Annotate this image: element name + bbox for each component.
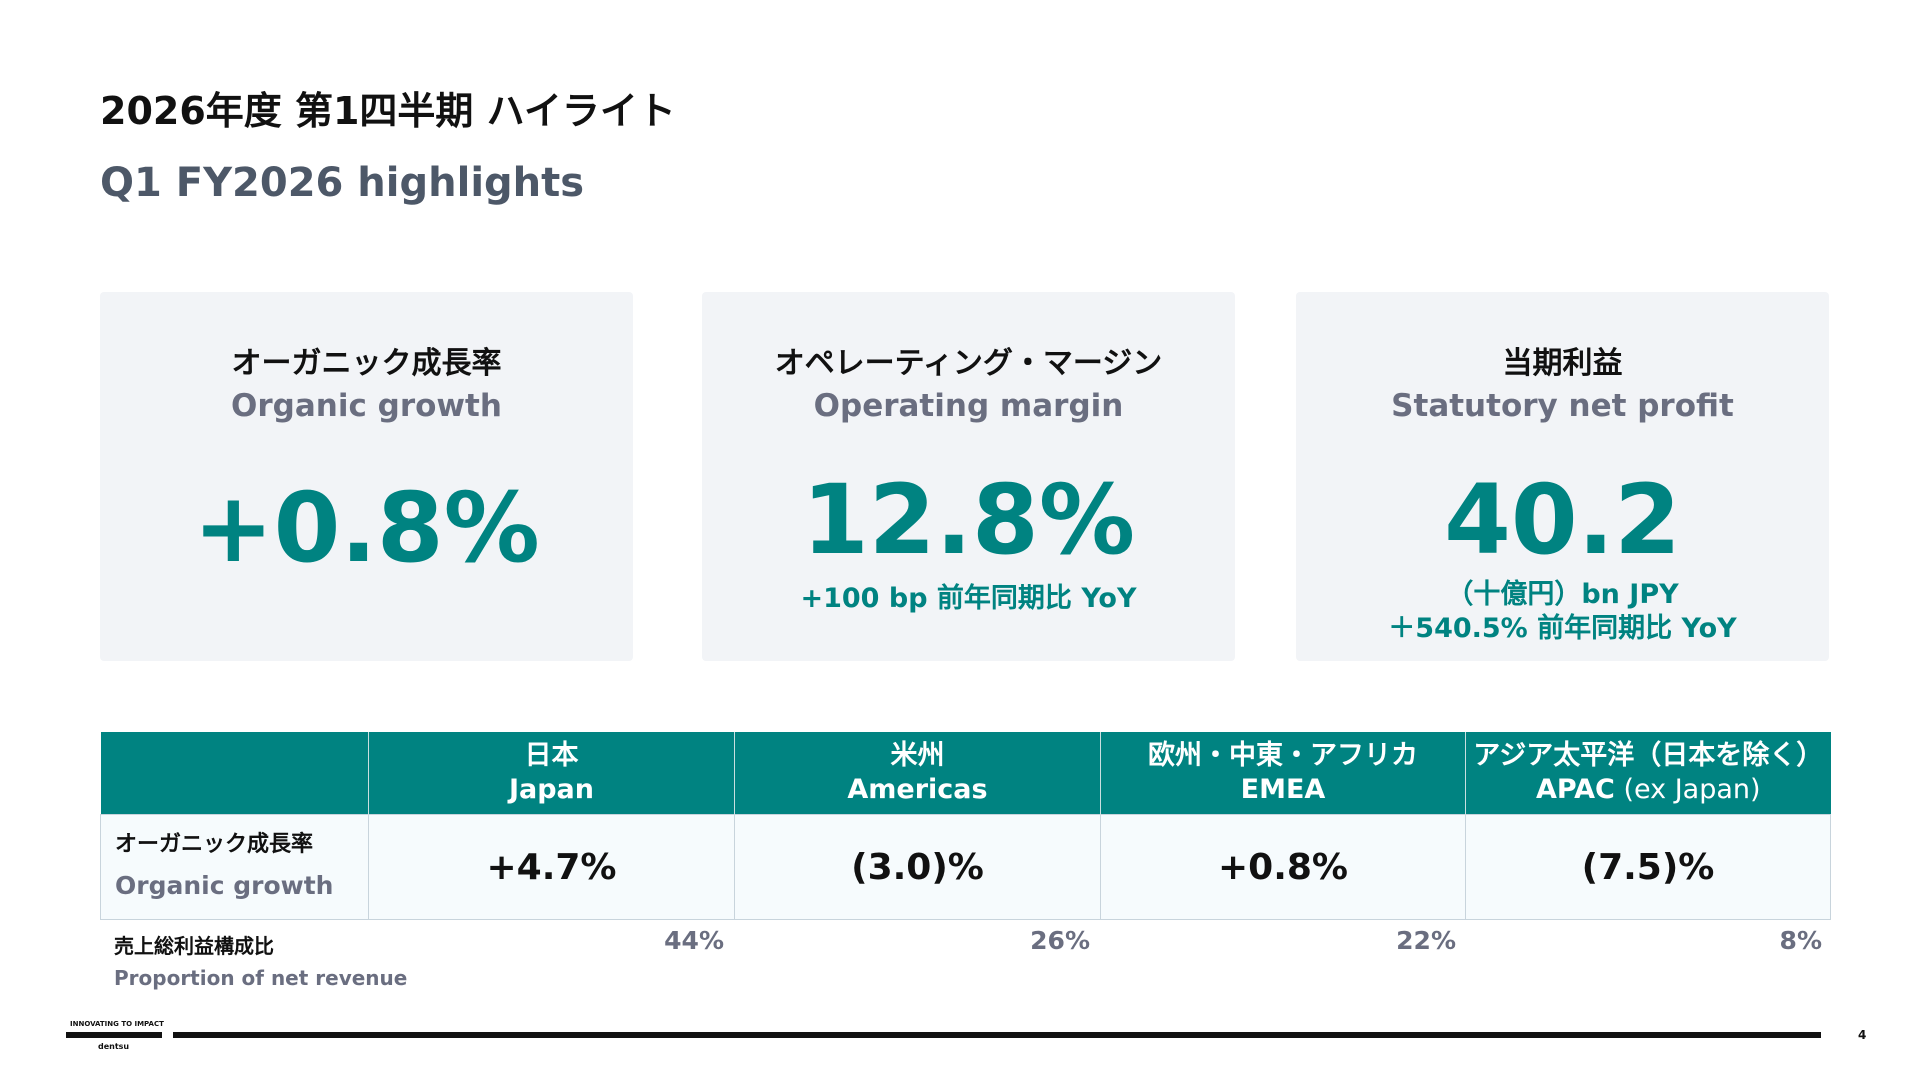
kpi-label-jp: 当期利益 [1502, 346, 1623, 381]
kpi-label-jp: オペレーティング・マージン [774, 346, 1163, 381]
brand-logo: dentsu [98, 1042, 130, 1051]
cell-emea-growth: +0.8% [1100, 814, 1466, 920]
kpi-label-en: Statutory net profit [1391, 388, 1734, 424]
header-en: EMEA [1240, 774, 1326, 805]
table-header-row: 日本 Japan 米州 Americas 欧州・中東・アフリカ EMEA アジア… [100, 732, 1831, 815]
header-en: Americas [847, 774, 988, 805]
kpi-yoy-change: +100 bp 前年同期比 YoY [800, 583, 1137, 614]
kpi-unit: （十億円）bn JPY [1446, 579, 1679, 610]
proportion-apac: 8% [1779, 926, 1822, 955]
header-en-suffix: (ex Japan) [1614, 774, 1761, 805]
proportion-label-en: Proportion of net revenue [114, 966, 408, 990]
header-japan: 日本 Japan [368, 732, 735, 815]
cell-apac-growth: (7.5)% [1465, 814, 1831, 920]
footer-rule-long [173, 1032, 1821, 1038]
kpi-label-jp: オーガニック成長率 [231, 346, 502, 381]
header-jp: 欧州・中東・アフリカ [1148, 740, 1418, 771]
header-en: Japan [508, 774, 595, 805]
footer-rule-short [66, 1032, 162, 1038]
header-corner [100, 732, 369, 815]
kpi-value: 12.8% [801, 464, 1136, 576]
proportion-label-jp: 売上総利益構成比 [114, 934, 274, 958]
kpi-label-en: Operating margin [813, 388, 1124, 424]
header-emea: 欧州・中東・アフリカ EMEA [1100, 732, 1466, 815]
footer-tagline: INNOVATING TO IMPACT [70, 1020, 164, 1028]
kpi-card-organic-growth: オーガニック成長率 Organic growth +0.8% [100, 292, 633, 661]
regional-growth-table: 日本 Japan 米州 Americas 欧州・中東・アフリカ EMEA アジア… [100, 732, 1831, 920]
header-jp: 日本 [524, 740, 579, 771]
page-number: 4 [1858, 1028, 1867, 1042]
cell-americas-growth: (3.0)% [734, 814, 1101, 920]
kpi-value: 40.2 [1444, 464, 1681, 576]
cell-japan-growth: +4.7% [368, 814, 735, 920]
header-jp: アジア太平洋（日本を除く） [1473, 740, 1824, 771]
proportion-japan: 44% [664, 926, 724, 955]
proportion-emea: 22% [1396, 926, 1456, 955]
proportion-americas: 26% [1030, 926, 1090, 955]
kpi-card-operating-margin: オペレーティング・マージン Operating margin 12.8% +10… [702, 292, 1235, 661]
table-row: オーガニック成長率 Organic growth +4.7% (3.0)% +0… [100, 814, 1831, 920]
kpi-label-en: Organic growth [231, 388, 502, 424]
row-label: オーガニック成長率 Organic growth [100, 814, 369, 920]
kpi-card-net-profit: 当期利益 Statutory net profit 40.2 （十億円）bn J… [1296, 292, 1829, 661]
slide-title-en: Q1 FY2026 highlights [100, 160, 585, 206]
row-label-en: Organic growth [115, 871, 334, 900]
header-en: APAC (ex Japan) [1535, 774, 1761, 805]
kpi-yoy-change: ＋540.5% 前年同期比 YoY [1388, 613, 1737, 644]
slide-title-jp: 2026年度 第1四半期 ハイライト [100, 89, 676, 133]
kpi-value: +0.8% [193, 472, 540, 584]
row-label-jp: オーガニック成長率 [115, 832, 314, 857]
header-jp: 米州 [890, 740, 945, 771]
header-americas: 米州 Americas [734, 732, 1101, 815]
header-apac: アジア太平洋（日本を除く） APAC (ex Japan) [1465, 732, 1831, 815]
